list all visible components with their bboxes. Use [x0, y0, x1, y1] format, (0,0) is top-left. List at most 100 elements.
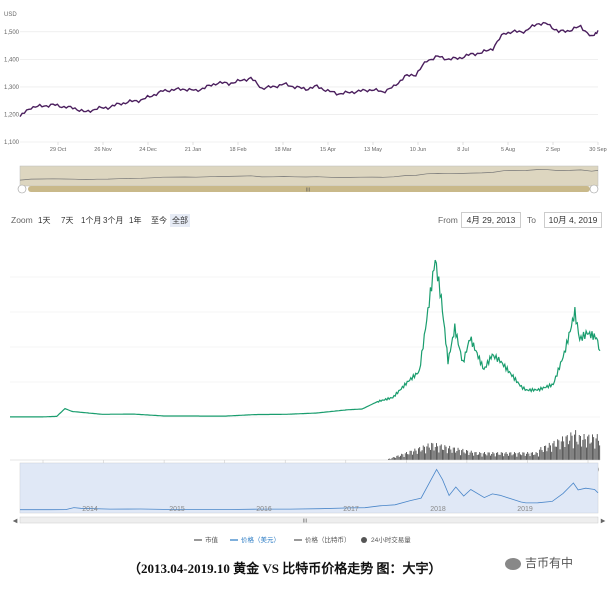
watermark: 吉币有中: [505, 554, 573, 571]
volume-bar: [521, 455, 523, 460]
volume-bar: [593, 437, 595, 460]
volume-bar: [590, 442, 592, 460]
to-date-input[interactable]: 10月 4, 2019: [544, 212, 602, 228]
volume-bar: [510, 452, 512, 460]
gold-scroll-left-button: [17, 184, 27, 194]
legend-item-label: 价格（比特币）: [305, 535, 351, 544]
bitcoin-price-chart: 9月 '135月 '141月 '159月 '155月 '161月 '179月 '…: [10, 259, 606, 544]
volume-bar: [578, 435, 580, 460]
gold-x-tick-label: 26 Nov: [94, 147, 112, 153]
volume-bar: [514, 452, 515, 460]
volume-bar: [518, 452, 520, 460]
volume-bar: [430, 449, 431, 460]
volume-bar: [542, 452, 544, 460]
volume-bar: [594, 448, 596, 460]
gold-x-tick-label: 24 Dec: [139, 147, 157, 153]
volume-bar: [599, 445, 601, 460]
volume-bar: [452, 447, 454, 460]
volume-bar: [450, 449, 452, 460]
volume-bar: [533, 455, 535, 460]
gold-y-tick-label: 1,100: [4, 140, 20, 146]
volume-bar: [592, 434, 593, 460]
volume-bar: [539, 449, 541, 460]
volume-bar: [432, 443, 434, 460]
volume-bar: [488, 452, 490, 460]
zoom-button-4[interactable]: 1年: [129, 216, 142, 225]
volume-bar: [476, 455, 478, 460]
legend-item-label: 价格（美元）: [241, 535, 280, 544]
volume-bar: [493, 453, 495, 460]
volume-bar: [414, 448, 416, 460]
from-date-input[interactable]: 4月 29, 2013: [461, 212, 521, 228]
volume-bar: [538, 456, 539, 460]
volume-bar: [391, 458, 393, 460]
volume-bar: [503, 456, 505, 460]
volume-bar: [446, 453, 448, 460]
volume-bar: [440, 444, 442, 460]
volume-bar: [557, 439, 559, 460]
volume-bar: [468, 455, 470, 460]
volume-bar: [413, 451, 415, 460]
volume-bar: [574, 434, 575, 460]
zoom-button-2[interactable]: 1个月: [81, 216, 102, 225]
volume-bar: [504, 453, 506, 460]
volume-bar: [512, 454, 514, 460]
volume-bar: [502, 452, 503, 460]
volume-bar: [409, 450, 411, 460]
volume-bar: [500, 452, 502, 460]
volume-bar: [526, 453, 527, 460]
volume-bar: [544, 446, 545, 460]
volume-bar: [582, 439, 584, 460]
btc-scroll-left-icon: ◀: [13, 519, 18, 525]
volume-bar: [583, 434, 585, 460]
zoom-button-1[interactable]: 7天: [61, 216, 74, 225]
volume-bar: [400, 455, 401, 460]
volume-bar: [522, 452, 524, 460]
volume-bar: [419, 447, 421, 460]
zoom-button-3[interactable]: 3个月: [103, 216, 124, 225]
volume-bar: [577, 444, 579, 460]
volume-bar: [551, 451, 553, 460]
volume-bar: [457, 447, 459, 460]
volume-bar: [388, 458, 389, 460]
volume-bar: [505, 452, 507, 460]
volume-bar: [408, 454, 410, 460]
volume-bar: [407, 454, 409, 460]
zoom-button-6[interactable]: 全部: [170, 214, 190, 227]
volume-bar: [442, 449, 443, 460]
volume-bar: [490, 455, 491, 460]
volume-bar: [478, 454, 479, 460]
gold-x-tick-label: 18 Feb: [229, 147, 246, 153]
volume-bar: [598, 440, 599, 460]
volume-bar: [482, 453, 484, 460]
volume-bar: [466, 450, 467, 460]
volume-bar: [586, 447, 587, 460]
zoom-button-0[interactable]: 1天: [38, 216, 51, 225]
volume-bar: [394, 457, 395, 460]
volume-bar: [560, 441, 562, 460]
gold-navigator-series: [19, 169, 599, 181]
volume-bar: [527, 452, 529, 460]
volume-bar: [541, 450, 543, 460]
volume-bar: [529, 456, 531, 460]
gold-y-tick-label: 1,300: [4, 85, 20, 91]
gold-x-tick-label: 13 May: [364, 147, 382, 153]
volume-bar: [480, 453, 482, 460]
gold-price-line: [19, 21, 599, 117]
volume-bar: [559, 449, 561, 460]
volume-bar: [439, 445, 441, 460]
volume-bar: [433, 450, 435, 460]
volume-bar: [584, 439, 586, 460]
volume-bar: [596, 434, 598, 460]
volume-bar: [461, 450, 463, 460]
volume-bar: [474, 452, 476, 460]
volume-bar: [437, 446, 439, 460]
volume-bar: [456, 451, 458, 460]
volume-bar: [564, 447, 566, 460]
gold-x-tick-label: 30 Sep: [589, 147, 606, 153]
volume-bar: [532, 452, 533, 460]
zoom-button-5[interactable]: 至今: [151, 216, 167, 225]
volume-bar: [434, 447, 436, 460]
btc-navigator-year-label: 2017: [343, 506, 359, 513]
volume-bar: [449, 445, 451, 460]
